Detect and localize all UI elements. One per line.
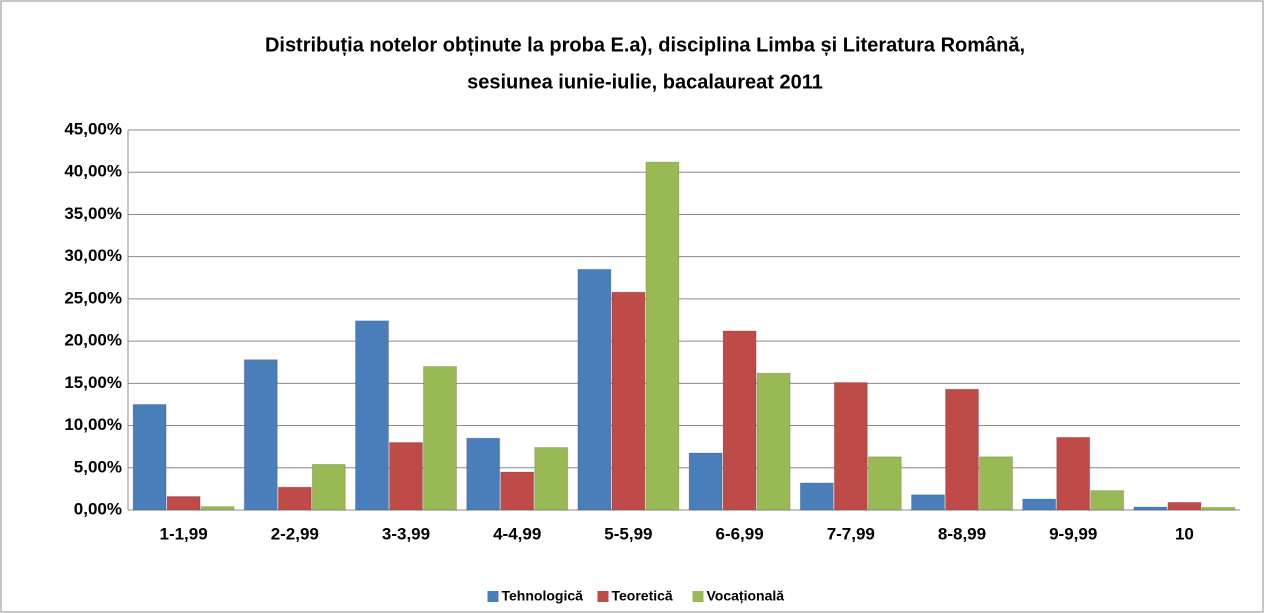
bar [534,447,569,511]
x-tick-label: 6-6,99 [715,524,763,543]
legend-label: Tehnologică [502,588,584,604]
chart-title: sesiunea iunie-iulie, bacalaureat 2011 [467,71,823,93]
bar [355,320,389,511]
x-tick-label: 3-3,99 [382,524,430,543]
bar [833,381,868,511]
bar [756,372,791,511]
y-tick-label: 5,00% [74,457,122,476]
bar [688,452,723,511]
bar [722,330,757,511]
bar [132,403,167,511]
y-tick-label: 45,00% [64,119,122,138]
y-tick-label: 20,00% [64,331,122,350]
x-tick-label: 9-9,99 [1049,524,1097,543]
y-tick-label: 10,00% [64,415,122,434]
bar [645,161,680,511]
bar [277,486,312,511]
y-tick-label: 15,00% [64,373,122,392]
bar [577,268,612,511]
bar [423,365,457,511]
bar [867,456,902,511]
x-tick-label: 10 [1175,524,1194,543]
x-tick-label: 4-4,99 [493,524,541,543]
bar [466,437,501,511]
bar [243,359,278,511]
bar [500,471,535,511]
y-tick-label: 0,00% [74,499,122,518]
bar [945,388,979,511]
legend-swatch [487,591,499,602]
legend-swatch [692,591,704,602]
y-tick-label: 30,00% [64,246,122,265]
bar [389,441,423,511]
x-tick-label: 2-2,99 [271,524,319,543]
bar [200,506,235,511]
bar [166,495,201,511]
x-tick-label: 7-7,99 [827,524,875,543]
x-tick-label: 8-8,99 [938,524,986,543]
legend-swatch [597,591,609,602]
bar [311,463,346,511]
y-tick-label: 25,00% [64,288,122,307]
y-tick-label: 35,00% [64,204,122,223]
bar [1090,490,1125,511]
bar [1201,506,1236,511]
bar [1167,501,1202,511]
x-tick-label: 5-5,99 [604,524,652,543]
x-tick-label: 1-1,99 [159,524,207,543]
bar [799,482,834,511]
chart-title: Distribuția notelor obținute la proba E.… [265,34,1025,56]
bar [611,291,646,511]
bar [1056,436,1091,511]
legend-label: Vocațională [707,588,785,604]
legend-label: Teoretică [612,588,673,604]
bar [1133,506,1168,511]
bar [911,494,945,511]
y-tick-label: 40,00% [64,162,122,181]
bar [1022,498,1057,511]
bar [979,456,1013,511]
